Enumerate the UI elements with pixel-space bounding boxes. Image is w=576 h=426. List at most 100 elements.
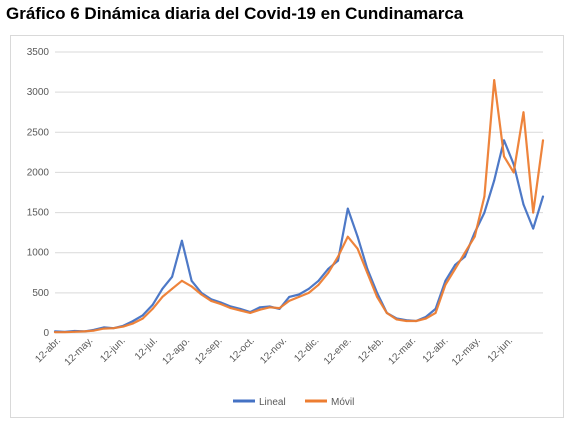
data-point [347, 207, 349, 210]
data-point [425, 317, 427, 320]
data-point [249, 312, 251, 314]
x-tick-label: 12-oct. [227, 335, 256, 364]
data-point [132, 320, 134, 322]
x-tick-label: 12-ene. [322, 335, 354, 367]
data-point [444, 280, 447, 282]
data-point [307, 292, 310, 294]
y-tick-label: 2000 [27, 167, 50, 178]
data-point [415, 320, 417, 322]
data-point [366, 271, 369, 274]
x-tick-label: 12-jun. [98, 335, 127, 364]
data-point [181, 239, 183, 242]
y-tick-label: 3000 [27, 87, 50, 98]
x-tick-label: 12-abr. [421, 335, 451, 365]
data-point [93, 329, 95, 332]
data-point [317, 280, 320, 282]
data-point [493, 179, 496, 182]
y-tick-label: 500 [32, 288, 49, 299]
data-point [54, 331, 56, 333]
data-point [327, 271, 330, 274]
data-point [454, 263, 456, 266]
data-point [181, 280, 183, 282]
chart-container: 0 500 1000 1500 2000 2500 3000 3500 12-abr. 12-ma… [10, 35, 564, 418]
x-tick-label: 12-feb. [356, 335, 386, 365]
data-point [307, 288, 310, 290]
data-point [464, 251, 466, 254]
x-tick-label: 12-abr. [33, 335, 63, 365]
data-point [239, 309, 242, 312]
data-point [73, 330, 76, 333]
data-point [532, 211, 535, 214]
data-point [298, 293, 300, 296]
data-point [337, 255, 339, 258]
data-point [356, 247, 359, 250]
data-point [483, 211, 486, 214]
data-point [171, 288, 173, 290]
x-tick-label: 12-may. [450, 335, 483, 368]
data-point [503, 155, 505, 158]
data-point [386, 312, 388, 314]
y-tick-label: 1000 [27, 248, 50, 259]
data-point [161, 296, 164, 298]
data-point [142, 317, 144, 320]
data-point [473, 235, 476, 238]
data-point [483, 195, 486, 198]
x-tick-label: 12-may. [63, 335, 96, 368]
data-point [503, 139, 505, 142]
data-point [103, 327, 105, 330]
data-point [493, 79, 496, 81]
data-point [444, 284, 447, 286]
series-line-lineal [53, 139, 545, 333]
data-point [347, 235, 349, 238]
x-tick-label: 12-ago. [160, 335, 192, 367]
x-tick-label: 12-mar. [387, 335, 419, 367]
chart-title: Gráfico 6 Dinámica diaria del Covid-19 e… [6, 4, 464, 23]
legend-label: Lineal [259, 397, 286, 408]
x-tick-label: 12-sep. [193, 335, 224, 366]
data-point [405, 320, 408, 322]
y-tick-label: 1500 [27, 208, 50, 219]
x-tick-label: 12-jul. [133, 335, 160, 362]
data-point [327, 267, 330, 270]
x-tick-label: 12-nov. [258, 335, 289, 366]
x-tick-label: 12-dic. [292, 335, 321, 364]
x-tick-label: 12-jun. [486, 335, 515, 364]
data-point [259, 308, 261, 311]
data-point [229, 307, 232, 309]
data-point [522, 203, 525, 206]
data-point [464, 255, 466, 258]
data-point [132, 322, 134, 325]
data-point [200, 293, 203, 296]
y-tick-label: 2500 [27, 127, 50, 138]
data-point [278, 307, 281, 309]
data-point [63, 331, 66, 333]
data-point [151, 308, 154, 310]
y-tick-label: 3500 [27, 47, 50, 58]
data-point [151, 304, 154, 306]
data-point [298, 296, 300, 298]
data-point [395, 318, 398, 321]
data-point [268, 306, 271, 309]
data-point [434, 312, 437, 314]
data-point [512, 171, 515, 174]
data-point [190, 285, 193, 288]
y-tick-label: 0 [43, 328, 49, 339]
data-point [317, 284, 320, 286]
data-point [161, 288, 164, 290]
data-point [288, 296, 291, 298]
data-point [542, 195, 544, 198]
data-point [542, 139, 544, 142]
data-point [288, 300, 291, 302]
data-point [532, 227, 535, 230]
legend-label: Móvil [331, 397, 354, 408]
data-point [122, 325, 125, 328]
data-point [210, 300, 212, 302]
data-point [171, 276, 173, 278]
data-point [454, 267, 456, 270]
data-point [112, 327, 115, 329]
data-point [259, 306, 261, 309]
data-point [356, 235, 359, 238]
data-point [337, 259, 339, 262]
data-point [522, 111, 525, 114]
